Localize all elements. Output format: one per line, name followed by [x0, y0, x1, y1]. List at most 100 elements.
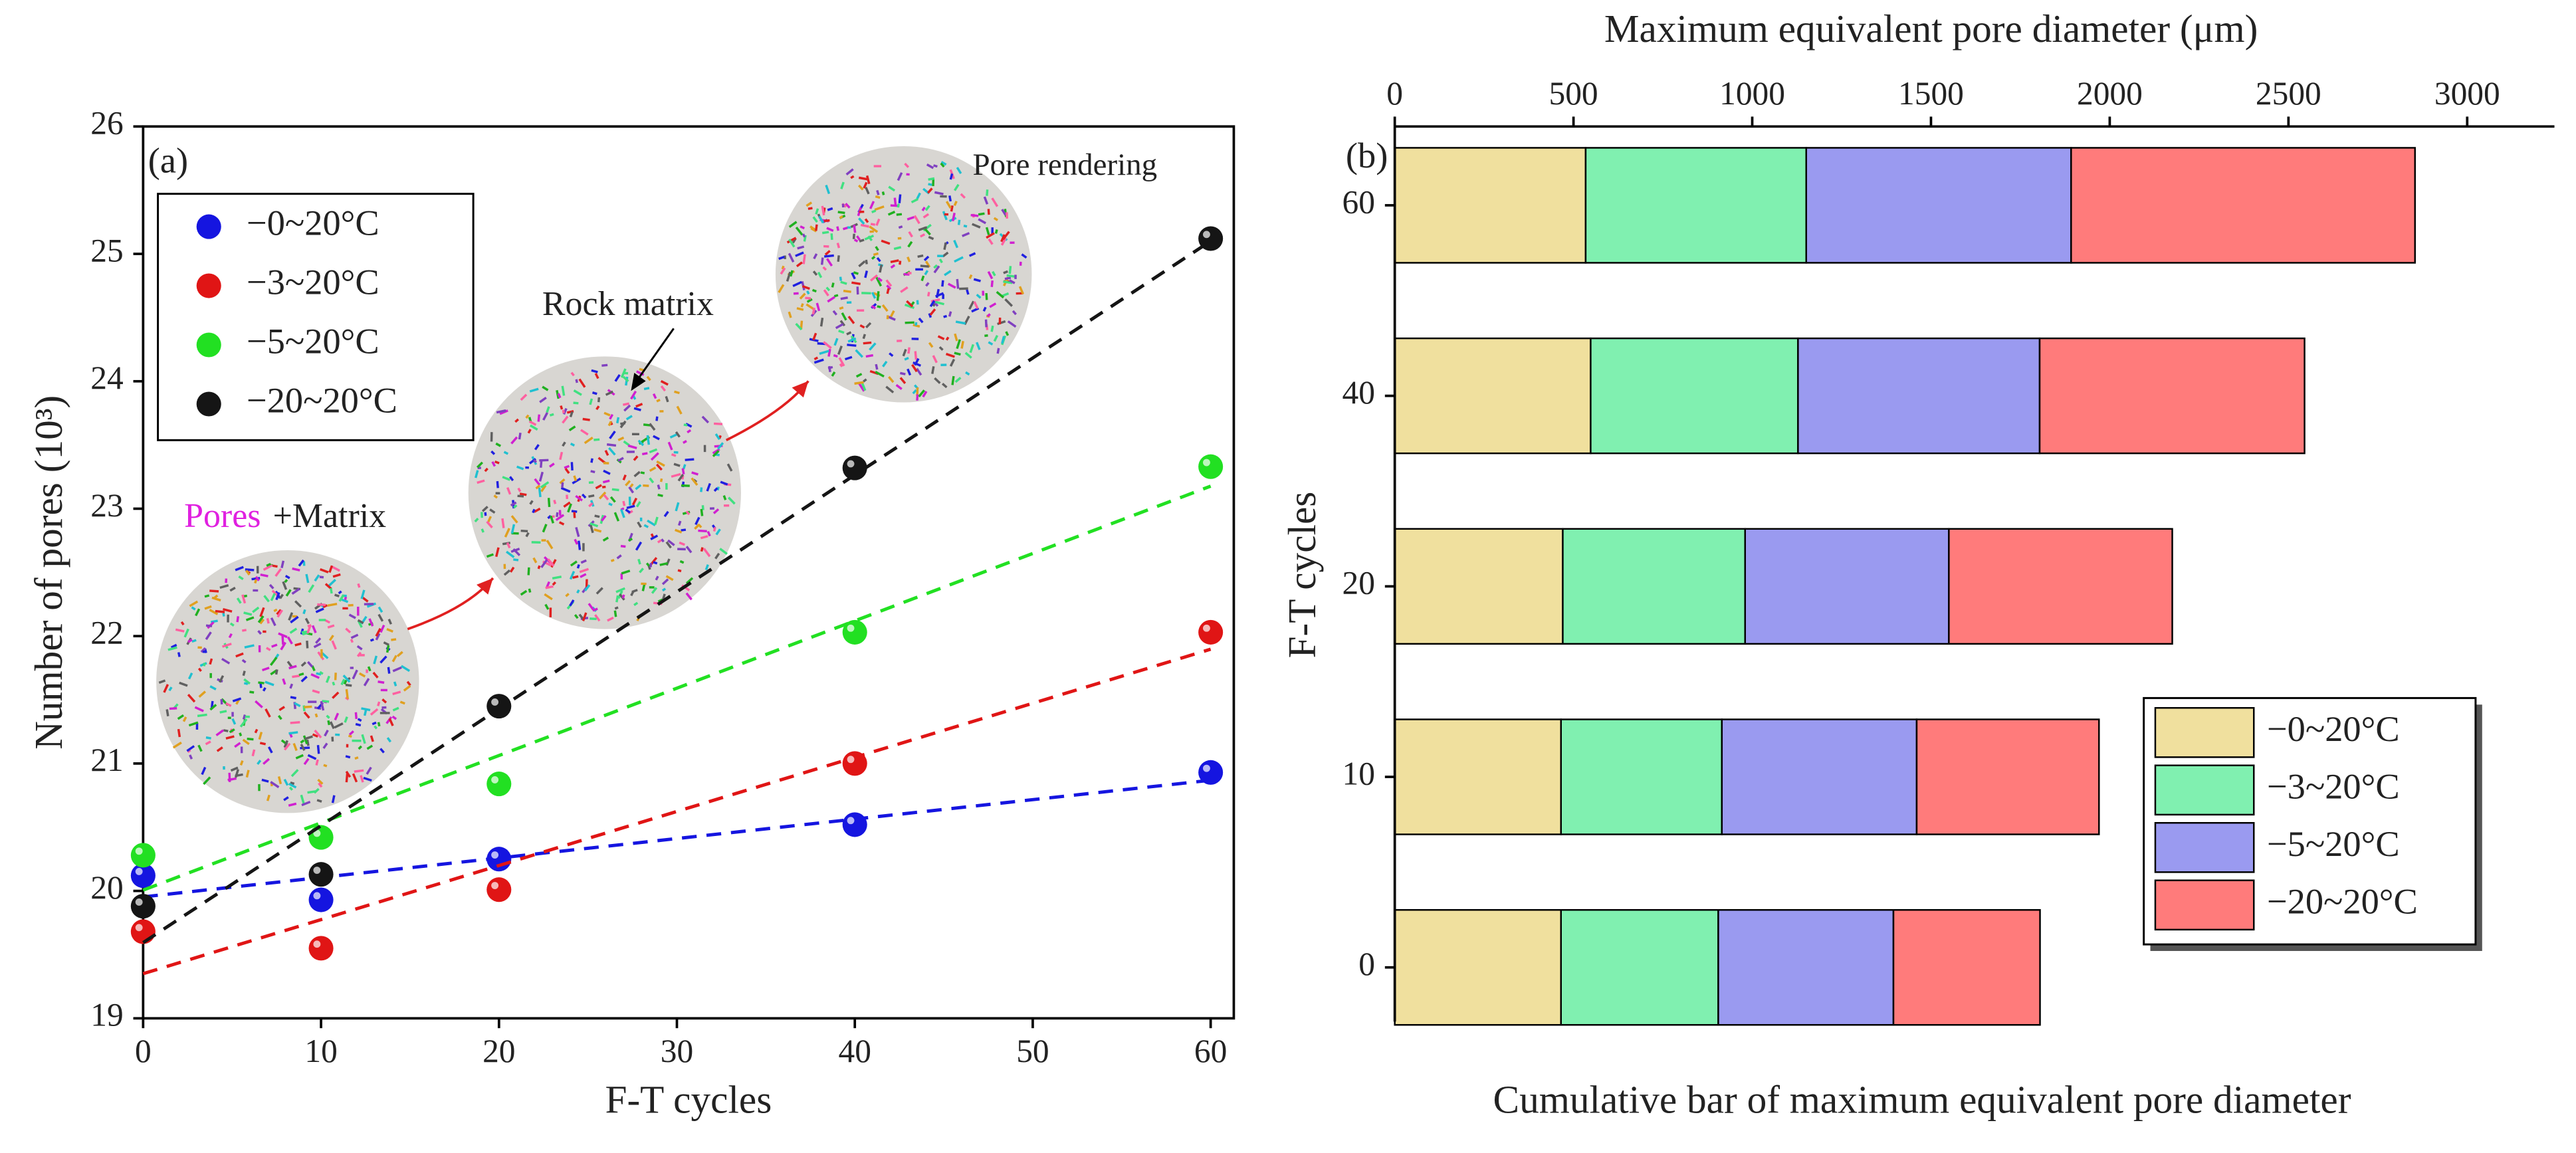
pore-speck	[838, 357, 845, 367]
pore-speck	[342, 675, 351, 683]
pore-speck	[267, 746, 273, 754]
pore-speck	[594, 514, 600, 518]
pore-speck	[948, 311, 952, 317]
pore-speck	[669, 433, 679, 439]
pore-speck	[673, 463, 681, 467]
pore-speck	[875, 276, 883, 287]
pore-speck	[683, 440, 687, 444]
pore-speck	[900, 286, 909, 293]
pore-speck	[588, 494, 595, 498]
pore-speck	[595, 405, 600, 411]
pore-speck	[561, 385, 566, 396]
pore-speck	[169, 707, 177, 710]
pore-speck	[595, 587, 603, 595]
x-tick-label: 40	[838, 1033, 871, 1069]
pore-speck	[616, 417, 620, 424]
bar-segment	[1394, 337, 1592, 455]
pore-speck	[713, 422, 723, 425]
trend-line	[142, 239, 1212, 944]
pore-speck	[607, 616, 614, 622]
pore-speck	[820, 257, 824, 265]
pore-speck	[788, 311, 792, 318]
pore-speck	[926, 187, 933, 194]
legend-label: −20~20°C	[247, 380, 397, 420]
pore-speck	[509, 476, 514, 482]
pore-speck	[836, 243, 841, 249]
pore-speck	[215, 729, 225, 736]
bar-segment	[1394, 718, 1562, 835]
pore-speck	[239, 718, 248, 728]
pore-speck	[871, 292, 877, 299]
pore-speck	[847, 316, 855, 324]
pore-speck	[327, 579, 336, 587]
point-highlight	[847, 624, 855, 632]
pore-speck	[547, 498, 551, 507]
pore-speck	[679, 560, 685, 564]
pore-speck	[863, 378, 867, 383]
pore-speck	[912, 324, 920, 328]
pore-speck	[243, 678, 251, 685]
pore-speck	[701, 415, 710, 424]
pore-speck	[845, 203, 851, 209]
pore-speck	[288, 786, 294, 791]
legend-swatch	[2154, 821, 2255, 873]
pore-speck	[576, 564, 580, 569]
pore-speck	[496, 409, 506, 414]
pore-speck	[667, 539, 675, 546]
pore-speck	[933, 264, 938, 269]
pore-speck	[795, 322, 803, 331]
bar-segment	[1744, 528, 1950, 645]
pore-speck	[221, 643, 232, 648]
pore-speck	[865, 322, 872, 329]
pore-speck	[973, 301, 979, 310]
point-highlight	[135, 867, 143, 875]
bar-segment	[1590, 337, 1799, 455]
pore-speck	[575, 494, 583, 502]
pore-speck	[864, 218, 869, 223]
pore-speck	[286, 636, 293, 645]
pore-speck	[969, 344, 974, 354]
pore-speck	[219, 675, 225, 683]
pore-speck	[833, 354, 838, 358]
pore-speck	[1001, 209, 1007, 216]
pore-speck	[239, 732, 243, 737]
pore-speck	[876, 257, 881, 262]
pore-speck	[292, 675, 300, 679]
pore-speck	[290, 696, 296, 700]
pore-speck	[559, 451, 564, 461]
pore-speck	[575, 526, 580, 538]
pore-speck	[825, 286, 831, 292]
pore-speck	[888, 375, 895, 383]
point-highlight	[491, 851, 499, 859]
pore-speck	[570, 371, 575, 377]
pore-speck	[549, 413, 554, 417]
y-tick-label: 40	[1342, 374, 1375, 411]
pore-speck	[869, 225, 879, 233]
pore-speck	[931, 366, 935, 374]
pore-speck	[360, 775, 364, 783]
bar-segment	[1948, 528, 2173, 645]
pore-speck	[986, 232, 995, 239]
pore-speck	[679, 541, 685, 546]
caption: Cumulative bar of maximum equivalent por…	[1493, 1077, 2351, 1121]
pore-speck	[882, 360, 888, 367]
pore-speck	[285, 589, 292, 597]
pore-speck	[898, 225, 903, 229]
pore-speck	[655, 576, 659, 581]
pore-speck	[926, 292, 930, 297]
pore-speck	[238, 575, 244, 581]
pore-speck	[873, 252, 879, 257]
pore-speck	[702, 548, 711, 558]
pore-speck	[348, 613, 356, 619]
pore-speck	[187, 638, 193, 643]
y-tick-label: 24	[90, 360, 123, 396]
pore-speck	[379, 655, 387, 664]
pore-speck	[983, 196, 989, 205]
pore-speck	[288, 665, 297, 670]
pore-speck	[327, 603, 338, 607]
pore-speck	[584, 584, 591, 591]
pore-speck	[899, 371, 906, 375]
pore-speck	[887, 316, 896, 321]
pore-speck	[712, 448, 720, 455]
pore-speck	[379, 624, 385, 633]
